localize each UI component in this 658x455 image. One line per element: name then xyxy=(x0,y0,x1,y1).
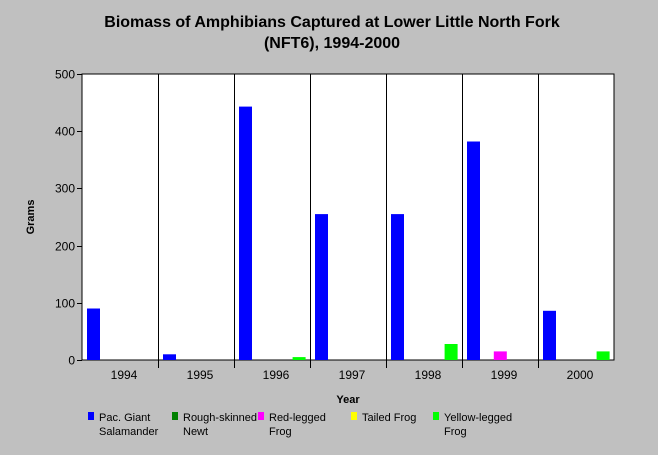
legend-label: Tailed Frog xyxy=(362,412,416,424)
y-tick-label: 500 xyxy=(55,68,75,82)
legend-label: Yellow-legged xyxy=(444,412,512,424)
legend-label: Red-legged xyxy=(269,412,326,424)
y-tick-label: 100 xyxy=(55,297,75,311)
legend-label: Salamander xyxy=(99,426,159,438)
legend: Pac. Giant Salamander Rough-skinned Newt Red… xyxy=(88,412,512,438)
bar xyxy=(315,214,328,360)
x-tick-label: 1998 xyxy=(415,368,442,382)
bar xyxy=(596,351,610,360)
legend-label: Newt xyxy=(183,426,208,438)
y-tick-label: 200 xyxy=(55,240,75,254)
legend-label: Rough-skinned xyxy=(183,412,257,424)
legend-label: Frog xyxy=(269,426,292,438)
bar xyxy=(391,214,404,360)
y-tick-label: 400 xyxy=(55,125,75,139)
bar xyxy=(444,344,458,360)
bar xyxy=(543,310,556,360)
bar xyxy=(292,357,306,360)
x-axis-title: Year xyxy=(336,394,360,406)
legend-swatch xyxy=(351,412,357,420)
x-tick-label: 1996 xyxy=(263,368,290,382)
x-tick-label: 1995 xyxy=(187,368,214,382)
x-axis: 1994 1995 1996 1997 1998 1999 2000 xyxy=(111,368,594,382)
x-tick-label: 1994 xyxy=(111,368,138,382)
x-tick-label: 2000 xyxy=(567,368,594,382)
x-tick-label: 1997 xyxy=(339,368,366,382)
y-tick-label: 300 xyxy=(55,182,75,196)
x-tick-label: 1999 xyxy=(491,368,518,382)
legend-label: Frog xyxy=(444,426,467,438)
y-tick-label: 0 xyxy=(68,354,75,368)
legend-swatch xyxy=(172,412,178,420)
bar xyxy=(239,106,252,360)
y-axis-title: Grams xyxy=(25,200,37,235)
bar xyxy=(493,351,507,360)
category-dividers xyxy=(158,74,539,368)
bar xyxy=(87,308,100,360)
bar xyxy=(467,141,480,360)
bars xyxy=(87,106,610,360)
legend-swatch xyxy=(258,412,264,420)
legend-swatch xyxy=(433,412,439,420)
chart-title-line2: (NFT6), 1994-2000 xyxy=(264,35,400,52)
y-axis: 0 100 200 300 400 500 xyxy=(55,68,82,368)
chart-title-line1: Biomass of Amphibians Captured at Lower … xyxy=(104,14,560,31)
bar xyxy=(163,354,176,360)
plot-area xyxy=(81,73,615,361)
legend-label: Pac. Giant xyxy=(99,412,150,424)
legend-swatch xyxy=(88,412,94,420)
